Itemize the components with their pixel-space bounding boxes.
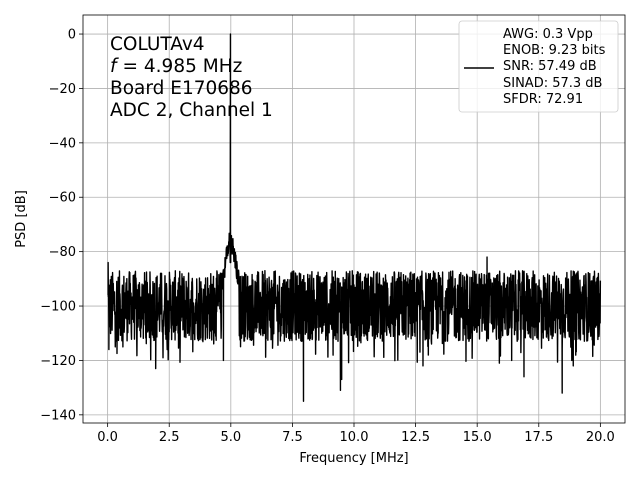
annotation-f-symbol: f [110,56,119,77]
y-axis-label: PSD [dB] [14,190,29,248]
x-tick-label: 5.0 [220,430,241,445]
x-tick-label: 0.0 [97,430,118,445]
annotation-frequency-value: = 4.985 MHz [123,56,243,77]
y-tick-label: −140 [40,408,76,423]
legend-entry-sfdr: SFDR: 72.91 [503,92,583,107]
x-axis-label: Frequency [MHz] [299,451,408,466]
y-tick-label: −20 [49,82,76,97]
annotation-channel: ADC 2, Channel 1 [110,100,273,121]
psd-series [107,33,602,402]
axis-ticks: 0.0 2.5 5.0 7.5 10.0 12.5 15.0 17.5 20.0 0 −20 −40 −… [40,28,615,445]
y-tick-label: −40 [49,136,76,151]
legend-entry-enob: ENOB: 9.23 bits [503,43,606,58]
annotation-frequency: f = 4.985 MHz [110,56,242,77]
y-tick-label: 0 [68,28,76,43]
annotation-board: Board E170686 [110,78,253,99]
measurement-annotation: COLUTAv4 f = 4.985 MHz Board E170686 ADC … [110,34,273,121]
y-tick-label: −80 [49,245,76,260]
y-tick-label: −120 [40,354,76,369]
legend-entry-snr: SNR: 57.49 dB [503,59,597,74]
x-tick-label: 12.5 [401,430,430,445]
x-tick-label: 7.5 [282,430,303,445]
x-tick-label: 17.5 [524,430,553,445]
x-tick-label: 2.5 [159,430,180,445]
annotation-chip: COLUTAv4 [110,34,205,55]
x-tick-label: 15.0 [463,430,492,445]
y-tick-label: −60 [49,191,76,206]
legend-box [458,20,619,113]
legend-entry-awg: AWG: 0.3 Vpp [503,27,593,42]
x-tick-label: 20.0 [586,430,615,445]
y-tick-label: −100 [40,300,76,315]
legend-entry-sinad: SINAD: 57.3 dB [503,76,602,91]
psd-line [107,33,602,402]
legend: AWG: 0.3 Vpp ENOB: 9.23 bits SNR: 57.49 … [458,20,619,113]
x-tick-label: 10.0 [340,430,369,445]
